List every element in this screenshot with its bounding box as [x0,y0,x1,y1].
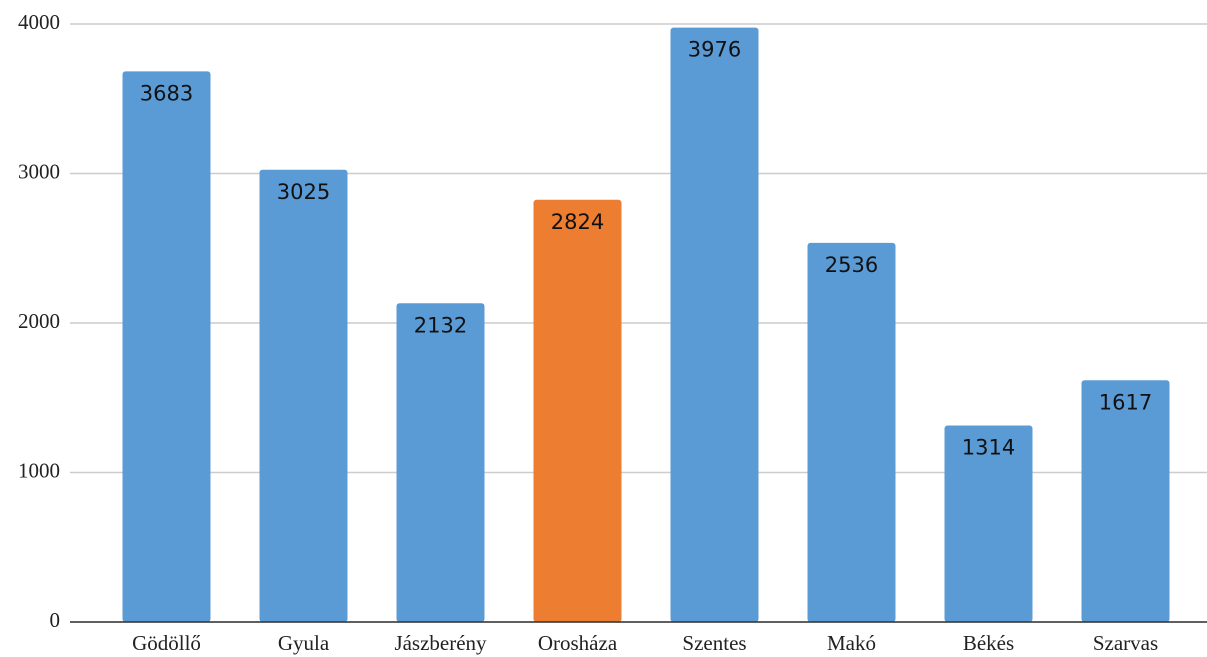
value-label: 2824 [551,210,604,234]
bar [944,425,1033,622]
value-label: 1617 [1099,390,1152,414]
value-label: 3025 [277,180,330,204]
y-tick-label: 2000 [18,309,60,333]
value-label: 3683 [140,81,193,105]
y-tick-label: 0 [50,608,61,632]
value-label: 2536 [825,253,878,277]
x-tick-label: Orosháza [538,631,618,655]
x-tick-label: Szentes [682,631,746,655]
y-tick-label: 4000 [18,10,60,34]
value-label: 1314 [962,436,1015,460]
value-label: 2132 [414,313,467,337]
bar [396,303,485,622]
x-tick-label: Békés [963,631,1014,655]
bar [1081,380,1170,622]
x-tick-label: Szarvas [1093,631,1158,655]
bar [259,169,348,622]
value-label: 3976 [688,38,741,62]
x-tick-label: Gödöllő [132,631,201,655]
y-tick-label: 1000 [18,458,60,482]
bar [807,242,896,623]
bar [122,71,211,623]
bar [670,27,759,622]
x-tick-label: Gyula [278,631,330,655]
x-tick-label: Makó [827,631,876,655]
bar [533,199,622,622]
x-tick-label: Jászberény [394,631,487,655]
y-tick-label: 3000 [18,159,60,183]
